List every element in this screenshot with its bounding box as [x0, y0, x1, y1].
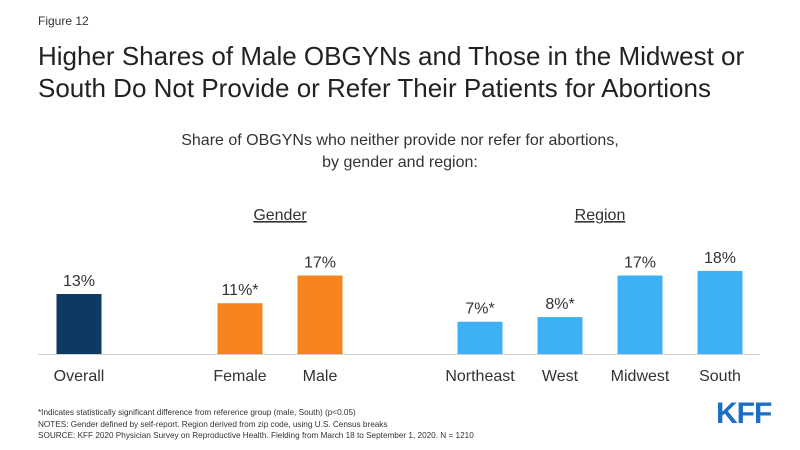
footnote-significance: *Indicates statistically significant dif… [38, 408, 356, 417]
group-label-region: Region [575, 207, 626, 224]
bar-overall [56, 294, 102, 354]
category-label-northeast: Northeast [445, 368, 515, 385]
bar-west [537, 317, 583, 354]
value-label-northeast: 7%* [465, 301, 494, 318]
chart-subtitle-line2: by gender and region: [322, 154, 478, 171]
chart-subtitle-line1: Share of OBGYNs who neither provide nor … [181, 132, 619, 149]
bar-south [697, 270, 743, 354]
figure-label: Figure 12 [38, 14, 89, 28]
category-label-west: West [542, 368, 579, 385]
group-label-gender: Gender [253, 207, 307, 224]
bar-midwest [617, 275, 663, 354]
value-label-south: 18% [704, 250, 736, 267]
value-label-female: 11%* [221, 282, 258, 299]
footnotes: *Indicates statistically significant dif… [38, 407, 474, 442]
bar-female [217, 303, 263, 354]
category-label-overall: Overall [54, 368, 105, 385]
kff-logo: KFF [716, 397, 772, 430]
category-label-midwest: Midwest [611, 368, 670, 385]
category-label-male: Male [303, 368, 338, 385]
value-label-overall: 13% [63, 273, 95, 290]
value-label-west: 8%* [545, 296, 574, 313]
footnote-source: SOURCE: KFF 2020 Physician Survey on Rep… [38, 431, 474, 440]
bar-male [297, 275, 343, 354]
value-label-male: 17% [304, 255, 336, 272]
category-label-female: Female [213, 368, 266, 385]
footnote-notes: NOTES: Gender defined by self-report. Re… [38, 419, 388, 429]
chart-title: Higher Shares of Male OBGYNs and Those i… [38, 41, 745, 103]
bar-northeast [457, 321, 503, 354]
category-label-south: South [699, 368, 741, 385]
value-label-midwest: 17% [624, 255, 656, 272]
